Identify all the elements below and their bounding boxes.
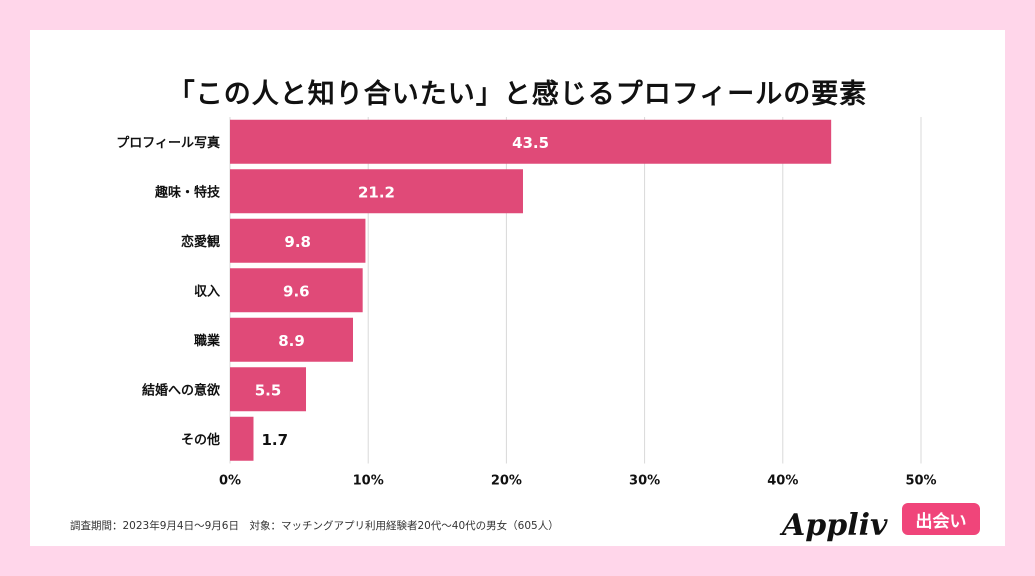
category-label: 結婚への意欲 xyxy=(142,382,220,398)
bar-value-label: 1.7 xyxy=(261,431,288,449)
brand-logo: Appliv xyxy=(782,508,888,543)
bar-value-label: 9.6 xyxy=(283,282,310,300)
bar xyxy=(230,268,363,313)
chart-title: 「この人と知り合いたい」と感じるプロフィールの要素 xyxy=(167,79,868,110)
category-label: 趣味・特技 xyxy=(154,184,221,200)
category-label: その他 xyxy=(181,432,220,448)
chart-card: 「この人と知り合いたい」と感じるプロフィールの要素 0% 10% 20% 30% 40%… xyxy=(30,30,1005,546)
category-label: 収入 xyxy=(194,284,220,299)
x-tick-label: 0% xyxy=(219,474,241,489)
brand-badge: 出会い xyxy=(902,503,980,535)
x-tick-label: 40% xyxy=(767,474,798,489)
bar-value-label: 5.5 xyxy=(255,381,282,399)
bar-value-label: 43.5 xyxy=(512,134,549,152)
category-label: プロフィール写真 xyxy=(116,135,220,151)
bar-value-label: 8.9 xyxy=(278,332,305,350)
category-label: 恋愛観 xyxy=(181,234,220,250)
bar-chart: 0% 10% 20% 30% 40% 50% プロフィール写真 43.5 趣味・特技 21.2 恋愛… xyxy=(116,117,937,489)
bar xyxy=(230,416,254,461)
x-tick-label: 50% xyxy=(905,474,936,489)
x-tick-label: 30% xyxy=(629,474,660,489)
bar xyxy=(230,169,523,214)
survey-footnote: 調査期間：2023年9月4日〜9月6日 対象：マッチングアプリ利用経験者20代〜… xyxy=(70,520,559,532)
bar xyxy=(230,119,832,164)
bar xyxy=(230,317,353,362)
bar xyxy=(230,367,307,412)
bar-value-label: 21.2 xyxy=(358,183,395,201)
bar-value-label: 9.8 xyxy=(284,233,311,251)
x-tick-label: 10% xyxy=(353,474,384,489)
category-label: 職業 xyxy=(194,333,221,349)
x-tick-label: 20% xyxy=(491,474,522,489)
bar xyxy=(230,218,366,263)
